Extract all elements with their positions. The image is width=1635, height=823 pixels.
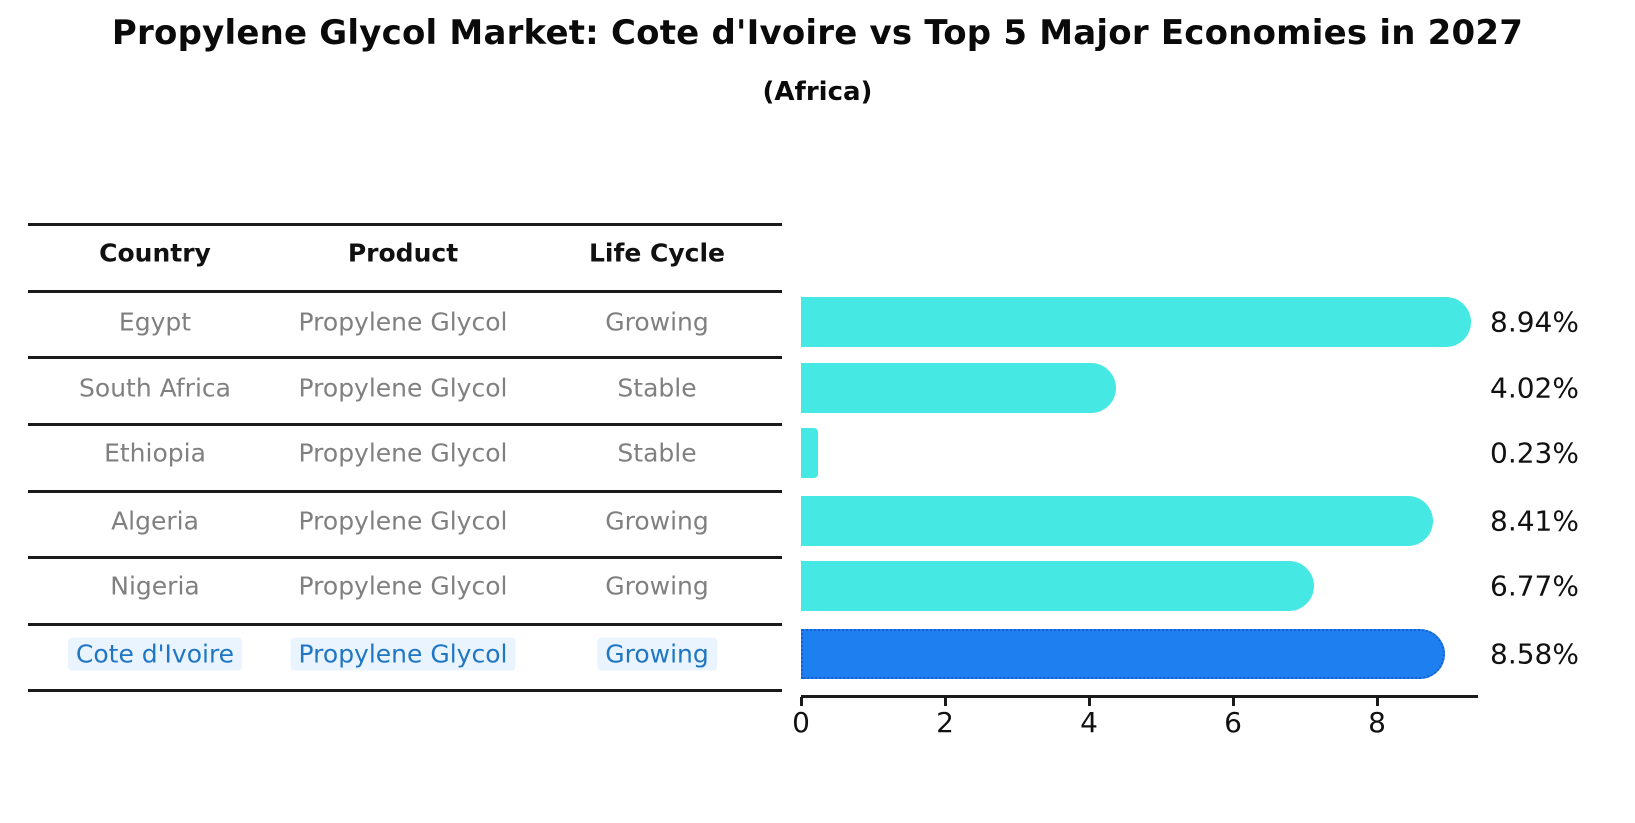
- table-divider: [28, 556, 782, 559]
- x-axis-line: [801, 695, 1478, 698]
- table-divider: [28, 223, 782, 226]
- table-cell-country: Ethiopia: [104, 439, 206, 468]
- table-cell-text: Propylene Glycol: [298, 307, 508, 337]
- chart-title: Propylene Glycol Market: Cote d'Ivoire v…: [111, 13, 1524, 53]
- table-cell-country: Egypt: [119, 308, 191, 337]
- table-cell-product: Propylene Glycol: [299, 439, 508, 468]
- x-axis-tick-label: 4: [1080, 706, 1098, 739]
- table-cell-product: Propylene Glycol: [299, 374, 508, 403]
- table-cell-text: Ethiopia: [104, 438, 206, 468]
- table-cell-text: Growing: [597, 637, 717, 671]
- bar-value-label: 8.58%: [1490, 637, 1579, 671]
- table-cell-text: Egypt: [118, 307, 192, 337]
- bar-ethiopia: [801, 428, 818, 478]
- bar-value-label: 6.77%: [1490, 569, 1579, 603]
- table-cell-life_cycle: Stable: [617, 374, 696, 403]
- column-header-life-cycle: Life Cycle: [588, 238, 726, 268]
- table-cell-text: South Africa: [79, 373, 231, 403]
- x-axis-tick-label: 6: [1224, 706, 1242, 739]
- table-cell-product: Propylene Glycol: [299, 308, 508, 337]
- table-divider: [28, 490, 782, 493]
- bar-highlighted-cote-d-ivoire: [801, 629, 1445, 679]
- table-cell-text: Nigeria: [110, 571, 200, 601]
- table-cell-text: Propylene Glycol: [298, 506, 508, 536]
- table-divider: [28, 689, 782, 692]
- bar-value-label: 8.94%: [1490, 305, 1579, 339]
- bar-algeria: [801, 496, 1433, 546]
- bar-value-label: 4.02%: [1490, 371, 1579, 405]
- table-divider: [28, 290, 782, 293]
- table-cell-text: Stable: [617, 373, 697, 403]
- table-cell-life_cycle: Growing: [605, 507, 709, 536]
- x-axis-tick-label: 0: [792, 706, 810, 739]
- table-cell-life_cycle: Growing: [605, 572, 709, 601]
- table-cell-life_cycle: Stable: [617, 439, 696, 468]
- table-cell-text: Algeria: [111, 506, 199, 536]
- table-cell-country: Cote d'Ivoire: [67, 637, 243, 671]
- x-axis-tick-mark: [944, 697, 947, 706]
- table-cell-country: Nigeria: [110, 572, 199, 601]
- table-divider: [28, 356, 782, 359]
- table-cell-text: Propylene Glycol: [298, 438, 508, 468]
- x-axis-tick-mark: [1376, 697, 1379, 706]
- table-cell-text: Propylene Glycol: [298, 571, 508, 601]
- bar-egypt: [801, 297, 1471, 347]
- bar-south-africa: [801, 363, 1117, 413]
- table-divider: [28, 423, 782, 426]
- chart-subtitle: (Africa): [762, 77, 873, 107]
- x-axis-tick-label: 8: [1368, 706, 1386, 739]
- table-cell-country: South Africa: [79, 374, 231, 403]
- table-cell-country: Algeria: [111, 507, 199, 536]
- table-cell-text: Propylene Glycol: [290, 637, 516, 671]
- table-cell-life_cycle: Growing: [597, 637, 717, 671]
- table-divider: [28, 623, 782, 626]
- table-cell-text: Propylene Glycol: [298, 373, 508, 403]
- x-axis-tick-label: 2: [936, 706, 954, 739]
- table-cell-text: Growing: [605, 506, 709, 536]
- bar-value-label: 0.23%: [1490, 436, 1579, 470]
- column-header-product: Product: [347, 238, 459, 268]
- table-cell-text: Cote d'Ivoire: [67, 637, 243, 671]
- table-cell-product: Propylene Glycol: [299, 572, 508, 601]
- x-axis-tick-mark: [1088, 697, 1091, 706]
- bar-value-label: 8.41%: [1490, 504, 1579, 538]
- table-cell-text: Growing: [605, 571, 709, 601]
- x-axis-tick-mark: [1232, 697, 1235, 706]
- table-cell-product: Propylene Glycol: [299, 507, 508, 536]
- column-header-country: Country: [99, 238, 211, 268]
- table-cell-text: Growing: [605, 307, 709, 337]
- table-cell-life_cycle: Growing: [605, 308, 709, 337]
- table-cell-text: Stable: [617, 438, 697, 468]
- x-axis-tick-mark: [800, 697, 803, 706]
- bar-nigeria: [801, 561, 1315, 611]
- table-cell-product: Propylene Glycol: [290, 637, 516, 671]
